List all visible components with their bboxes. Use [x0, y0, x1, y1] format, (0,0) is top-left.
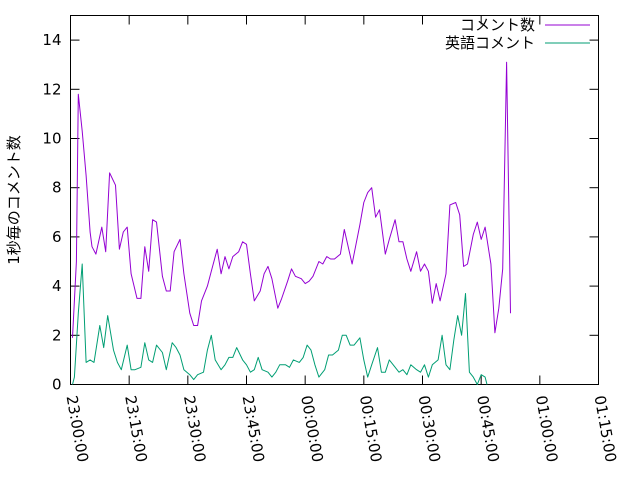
x-tick-label: 23:15:00 [121, 394, 150, 463]
y-tick-label: 8 [52, 179, 62, 197]
plot-frame [70, 15, 599, 385]
series-line-0 [72, 61, 511, 338]
y-tick-label: 12 [42, 80, 61, 98]
y-tick-label: 0 [52, 376, 62, 394]
x-tick-label: 00:30:00 [415, 394, 444, 463]
legend-label: 英語コメント [445, 34, 535, 52]
y-tick-label: 6 [52, 228, 62, 246]
y-tick-label: 10 [42, 130, 61, 148]
x-tick-label: 01:15:00 [591, 394, 620, 463]
y-tick-label: 14 [42, 31, 61, 49]
x-tick-label: 23:45:00 [239, 394, 268, 463]
x-tick-label: 00:00:00 [297, 394, 326, 463]
series-lines [72, 61, 511, 385]
x-tick-label: 23:30:00 [180, 394, 209, 463]
y-tick-label: 4 [52, 277, 62, 295]
x-tick-label: 23:00:00 [63, 394, 92, 463]
plot-area [70, 15, 599, 385]
y-axis: 0 2 4 6 8 10 12 14 [42, 31, 599, 394]
x-tick-label: 00:45:00 [473, 394, 502, 463]
series-line-1 [72, 263, 488, 385]
y-axis-label: 1秒毎のコメント数 [5, 135, 23, 265]
y-tick-label: 2 [52, 326, 62, 344]
x-axis: 23:00:00 23:15:00 23:30:00 23:45:00 00:00:00… [63, 15, 620, 464]
legend-label: コメント数 [460, 16, 535, 34]
x-tick-label: 01:00:00 [532, 394, 561, 463]
x-tick-label: 00:15:00 [356, 394, 385, 463]
